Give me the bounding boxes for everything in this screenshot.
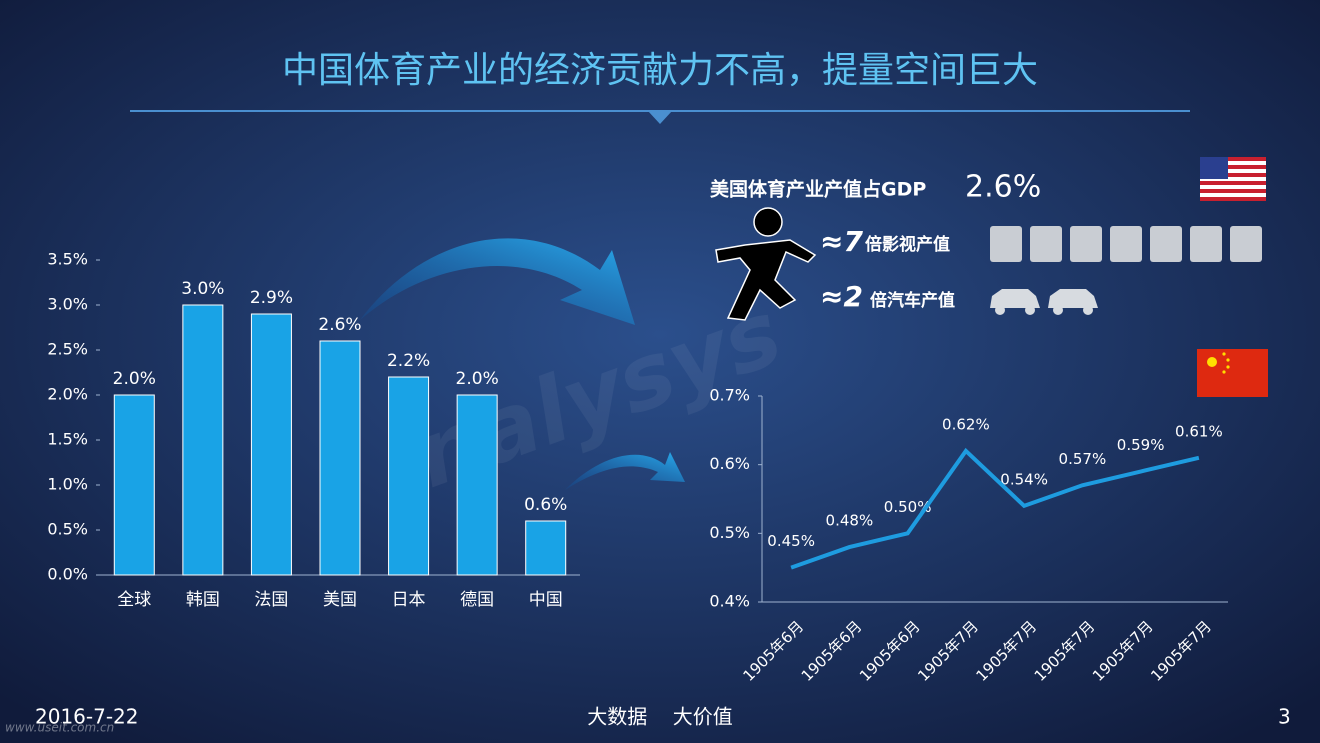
y-tick-label: 0.7%: [709, 386, 750, 405]
footer-slogan: 大数据 大价值: [587, 705, 732, 729]
car-multiple: ≈2: [820, 280, 863, 313]
film-multiple: ≈7: [820, 225, 863, 258]
car-text: 倍汽车产值: [870, 290, 955, 311]
arrow: [565, 452, 685, 490]
site-watermark: www.useit.com.cn: [5, 721, 114, 735]
film-text: 倍影视产值: [865, 234, 950, 255]
y-tick-label: 0.0%: [47, 565, 88, 584]
value-label: 2.6%: [318, 315, 361, 335]
x-tick-label: 日本: [392, 590, 426, 610]
cn-flag: [1197, 349, 1268, 397]
x-tick-label: 全球: [117, 590, 151, 610]
page-number: 3: [1278, 705, 1291, 729]
y-tick-label: 1.0%: [47, 475, 88, 494]
value-label: 2.9%: [250, 288, 293, 308]
x-tick-label: 中国: [529, 590, 563, 610]
value-label: 0.57%: [1059, 450, 1107, 468]
y-tick-label: 0.6%: [709, 454, 750, 473]
runner-icon: [715, 207, 817, 321]
y-tick-label: 2.0%: [47, 385, 88, 404]
bar: [525, 520, 567, 576]
value-label: 0.50%: [884, 498, 932, 516]
value-label: 0.61%: [1175, 422, 1223, 440]
slide-title: 中国体育产业的经济贡献力不高，提量空间巨大: [282, 50, 1038, 91]
car-icons: [990, 289, 1098, 315]
value-label: 2.0%: [456, 369, 499, 389]
y-tick-label: 2.5%: [47, 340, 88, 359]
x-tick-label: 法国: [254, 590, 288, 610]
bar: [182, 304, 224, 576]
y-tick-label: 0.4%: [709, 592, 750, 611]
usa-text: 美国体育产业产值占GDP: [710, 178, 926, 201]
x-tick-label: 美国: [323, 590, 357, 610]
film-icons: [990, 226, 1262, 262]
value-label: 2.2%: [387, 351, 430, 371]
value-label: 2.0%: [113, 369, 156, 389]
x-tick-label: 德国: [460, 590, 494, 610]
bar: [319, 340, 361, 576]
y-tick-label: 0.5%: [47, 520, 88, 539]
value-label: 0.45%: [767, 532, 815, 550]
value-label: 3.0%: [181, 279, 224, 299]
value-label: 0.59%: [1117, 436, 1165, 454]
y-tick-label: 3.5%: [47, 250, 88, 269]
footer-date: 2016-7-22: [35, 705, 139, 729]
x-tick-label: 韩国: [186, 590, 220, 610]
value-label: 0.6%: [524, 495, 567, 515]
bar: [250, 313, 292, 576]
value-label: 0.62%: [942, 415, 990, 433]
line: [790, 447, 1200, 570]
y-tick-label: 3.0%: [47, 295, 88, 314]
bar: [113, 394, 155, 576]
us-flag: [1200, 157, 1266, 201]
value-label: 0.48%: [826, 512, 874, 530]
bar: [388, 376, 430, 576]
arrow: [360, 238, 635, 325]
value-label: 0.54%: [1000, 470, 1048, 488]
title-pointer: [648, 111, 672, 124]
y-tick-label: 1.5%: [47, 430, 88, 449]
usa-share: 2.6%: [965, 170, 1041, 205]
y-tick-label: 0.5%: [709, 523, 750, 542]
bar: [456, 394, 498, 576]
